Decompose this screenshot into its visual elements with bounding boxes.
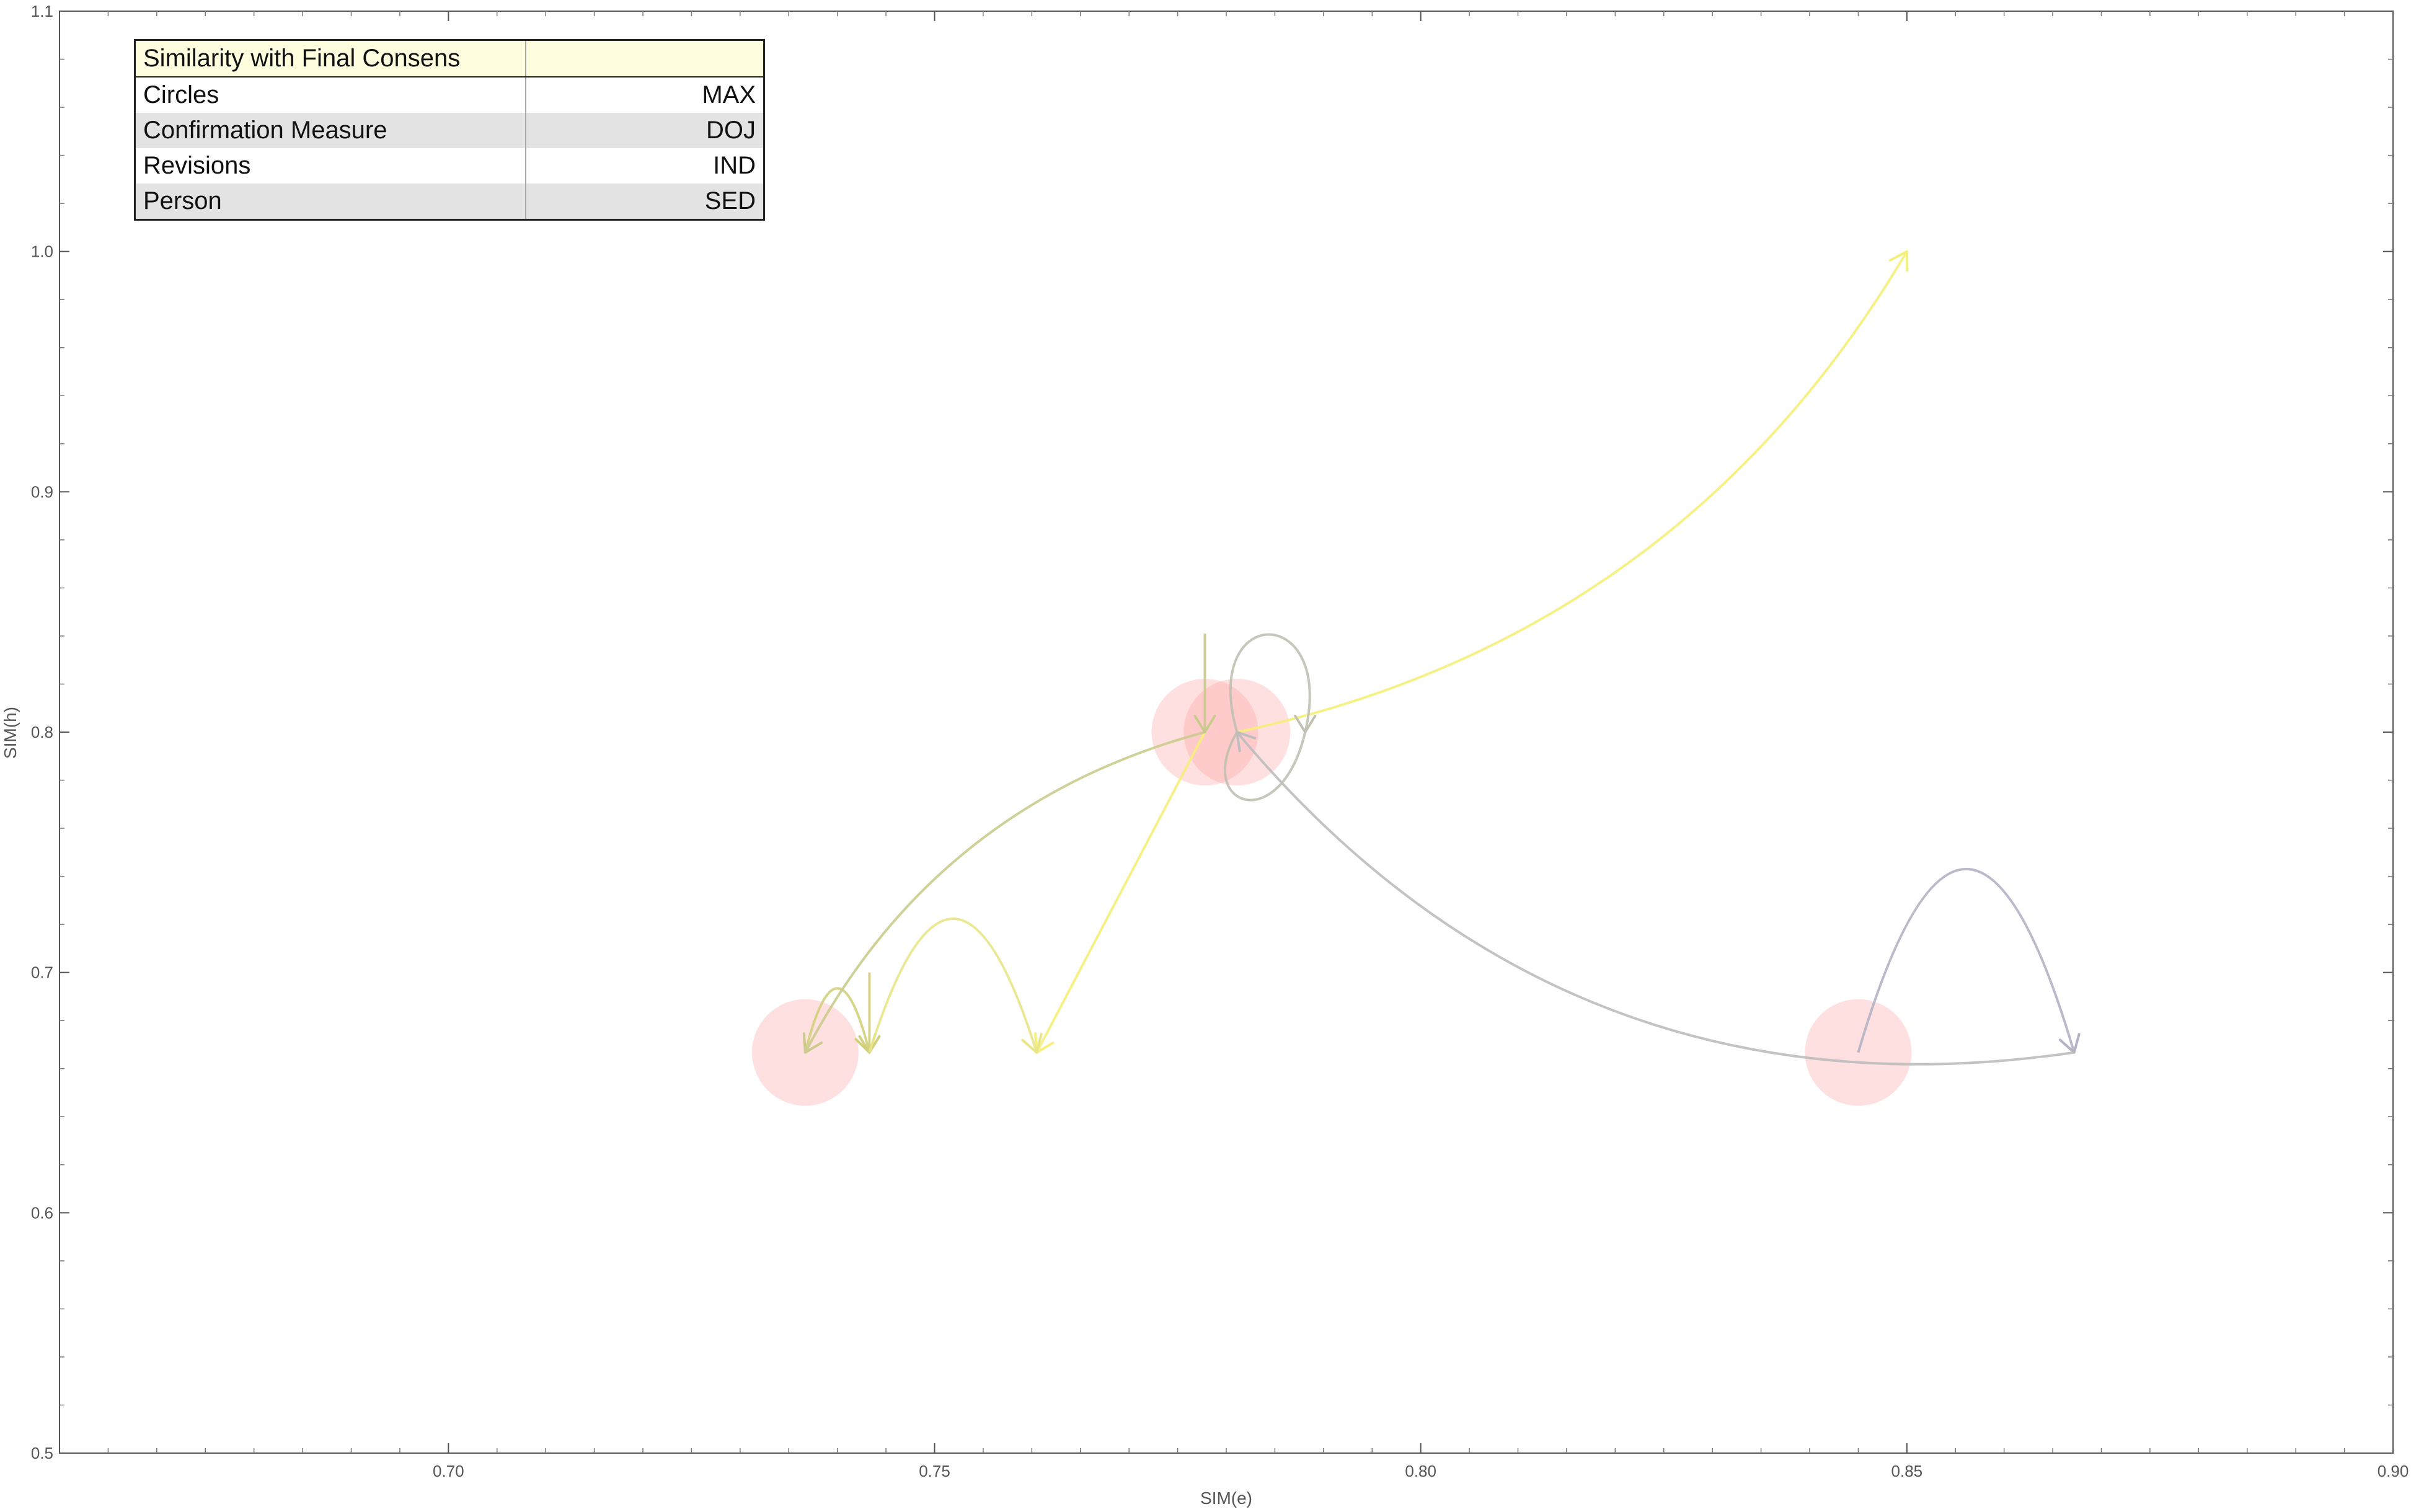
legend-row-value: IND [713,152,756,179]
y-tick-label: 0.9 [31,482,53,501]
y-tick-label: 1.1 [31,2,53,20]
legend-row-value: DOJ [526,113,764,148]
revision-arrow [1236,250,1908,733]
legend-table-row: Revisions IND [135,148,764,183]
x-tick-label: 0.90 [2378,1462,2409,1480]
legend-table: Similarity with Final Consens Circles MA… [134,39,765,221]
revision-arrowhead [1021,1033,1043,1054]
legend-row-label: Revisions [135,148,526,183]
y-tick-label: 0.8 [31,723,53,741]
legend-row-label: Confirmation Measure [135,113,526,148]
y-tick-label: 0.7 [31,963,53,982]
plot-marks [751,250,2081,1106]
revision-loop [1224,633,1311,802]
revision-arrow [1035,732,1206,1053]
legend-table-header-row: Similarity with Final Consens [135,40,764,77]
y-tick-label: 1.0 [31,242,53,261]
revision-arrow [868,917,1038,1053]
revision-arrow [804,731,1206,1053]
y-axis-label: SIM(h) [1,707,20,759]
legend-table-row: Confirmation Measure DOJ [135,113,764,148]
revision-arrowhead [1193,715,1216,733]
revision-arrow [1236,731,2074,1066]
legend-row-label: Person [135,183,526,220]
revision-arrowhead [858,1035,881,1054]
revision-arrowhead [802,1032,823,1054]
revision-arrowhead [1294,715,1317,733]
x-tick-label: 0.70 [433,1462,464,1480]
revision-arrow [1857,868,2076,1053]
revision-arrowhead [1888,250,1909,272]
legend-row-value: MAX [702,81,756,108]
legend-table-title: Similarity with Final Consens [135,40,526,77]
y-tick-label: 0.5 [31,1444,53,1462]
x-tick-label: 0.75 [919,1462,950,1480]
legend-table-header-blank [526,40,764,77]
legend-row-label: Circles [135,77,526,113]
legend-row-value: SED [526,183,764,220]
plot-axes: 0.70 0.75 0.80 0.85 0.90 0.5 0.6 0.7 0.8 0.9 1.0 1.… [31,2,2409,1480]
revision-arrowhead [2058,1033,2081,1054]
y-tick-label: 0.6 [31,1203,53,1222]
x-tick-label: 0.85 [1891,1462,1923,1480]
revision-arrow [803,987,871,1053]
x-axis-label: SIM(e) [1200,1488,1252,1508]
x-tick-label: 0.80 [1405,1462,1436,1480]
legend-table-row: Person SED [135,183,764,220]
legend-table-row: Circles MAX [135,77,764,113]
